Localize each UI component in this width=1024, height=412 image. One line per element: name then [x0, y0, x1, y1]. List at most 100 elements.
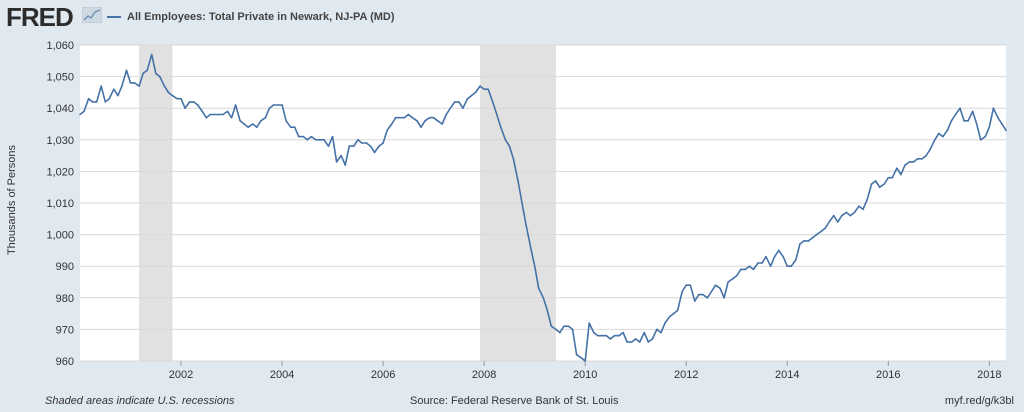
- data-point: [820, 230, 822, 233]
- data-point: [373, 151, 376, 154]
- data-point: [811, 236, 814, 239]
- data-point: [866, 199, 868, 201]
- data-point: [420, 126, 422, 128]
- data-point: [609, 338, 612, 340]
- data-point: [714, 284, 717, 286]
- x-tick-label: 2018: [977, 369, 1001, 381]
- data-point: [353, 145, 355, 147]
- data-point: [757, 262, 759, 264]
- data-point: [230, 116, 233, 119]
- data-point: [218, 113, 220, 116]
- y-tick-label: 990: [56, 261, 74, 273]
- data-point: [925, 154, 927, 157]
- data-point: [289, 126, 292, 128]
- data-point: [386, 129, 388, 132]
- data-point: [302, 135, 305, 138]
- data-point: [828, 221, 830, 223]
- data-point: [744, 268, 747, 271]
- data-point: [975, 123, 978, 125]
- data-point: [904, 164, 906, 166]
- data-point: [95, 101, 98, 103]
- data-point: [685, 284, 688, 286]
- recession-note: Shaded areas indicate U.S. recessions: [45, 395, 235, 407]
- data-point: [272, 104, 275, 106]
- data-point: [83, 110, 85, 113]
- data-point: [234, 104, 237, 106]
- data-point: [525, 224, 527, 226]
- data-point: [407, 113, 410, 116]
- data-point: [315, 139, 317, 141]
- data-point: [618, 334, 620, 337]
- data-point: [382, 142, 384, 144]
- line-chart-icon: [82, 7, 102, 23]
- y-tick-label: 1,010: [46, 198, 74, 210]
- data-point: [773, 255, 776, 258]
- data-point: [702, 293, 704, 296]
- data-point: [474, 91, 477, 94]
- data-point: [403, 116, 406, 119]
- data-point: [938, 132, 940, 135]
- data-point: [836, 221, 839, 223]
- data-point: [361, 142, 363, 144]
- x-tick-label: 2016: [876, 369, 900, 381]
- data-point: [138, 85, 140, 87]
- short-link[interactable]: myf.red/g/k3bl: [944, 395, 1014, 407]
- data-point: [125, 69, 128, 72]
- data-point: [129, 82, 132, 84]
- data-point: [967, 120, 969, 122]
- data-point: [908, 161, 911, 163]
- data-point: [445, 113, 448, 116]
- data-point: [580, 357, 582, 359]
- x-tick-label: 2012: [674, 369, 698, 381]
- data-point: [462, 107, 464, 109]
- fred-logo[interactable]: FRED: [6, 2, 74, 32]
- y-tick-label: 960: [56, 356, 74, 368]
- data-point: [921, 157, 923, 160]
- data-point: [664, 322, 666, 324]
- data-point: [247, 126, 250, 128]
- data-point: [441, 123, 444, 125]
- legend-item[interactable]: All Employees: Total Private in Newark, …: [107, 9, 395, 25]
- data-point: [765, 255, 767, 258]
- data-point: [946, 129, 949, 132]
- data-point: [454, 101, 456, 103]
- data-point: [79, 113, 81, 116]
- data-point: [150, 53, 153, 56]
- data-point: [799, 243, 801, 245]
- data-point: [281, 104, 283, 106]
- data-point: [285, 120, 287, 122]
- data-point: [428, 116, 431, 119]
- legend-label: All Employees: Total Private in Newark, …: [127, 11, 395, 23]
- data-point: [668, 315, 671, 318]
- legend-swatch: [107, 16, 121, 18]
- data-point: [483, 88, 485, 91]
- data-point: [479, 85, 481, 87]
- y-tick-label: 1,030: [46, 135, 74, 147]
- x-tick-label: 2010: [573, 369, 597, 381]
- data-point: [327, 145, 330, 147]
- data-point: [651, 338, 654, 340]
- data-point: [310, 135, 313, 138]
- data-point: [335, 161, 338, 163]
- data-point: [542, 297, 545, 299]
- data-point: [929, 148, 932, 151]
- data-point: [559, 331, 561, 334]
- data-point: [689, 284, 692, 286]
- data-point: [563, 325, 565, 328]
- data-point: [795, 259, 797, 261]
- data-point: [529, 246, 532, 249]
- data-point: [630, 341, 633, 343]
- data-point: [735, 274, 738, 277]
- data-point: [142, 72, 144, 75]
- data-point: [159, 75, 161, 78]
- data-point: [790, 265, 793, 268]
- data-point: [626, 341, 628, 343]
- data-point: [992, 107, 995, 109]
- data-point: [933, 139, 936, 141]
- data-point: [858, 205, 860, 207]
- x-tick-label: 2004: [270, 369, 294, 381]
- data-point: [500, 126, 502, 128]
- data-point: [896, 167, 898, 170]
- data-point: [319, 139, 321, 141]
- data-point: [297, 135, 300, 138]
